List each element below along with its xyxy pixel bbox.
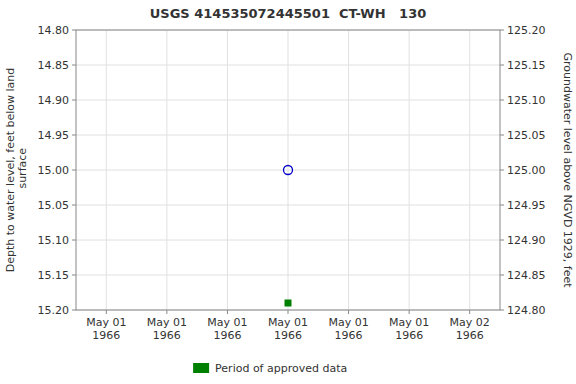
- tick-mark: [227, 310, 228, 314]
- tick-label: 125.00: [507, 164, 546, 177]
- tick-mark: [72, 240, 76, 241]
- tick-label: 124.95: [507, 199, 546, 212]
- tick-mark: [500, 205, 504, 206]
- tick-mark: [72, 30, 76, 31]
- y2-axis-label: Groundwater level above NGVD 1929, feet: [561, 52, 574, 288]
- tick-mark: [72, 205, 76, 206]
- tick-label: 15.15: [38, 269, 70, 282]
- legend: Period of approved data: [193, 362, 347, 375]
- tick-mark: [500, 240, 504, 241]
- grid-line: [409, 30, 410, 310]
- tick-label: 15.20: [38, 304, 70, 317]
- tick-mark: [72, 310, 76, 311]
- chart: 14.80 14.85 14.90 14.95 15.00 15.05 15.10 15.15…: [0, 0, 576, 384]
- tick-mark: [72, 100, 76, 101]
- tick-label: 125.10: [507, 94, 546, 107]
- tick-mark: [409, 310, 410, 314]
- tick-label: 125.15: [507, 59, 546, 72]
- tick-label: May 011966: [328, 316, 368, 342]
- grid-line: [348, 30, 349, 310]
- grid-line: [469, 30, 470, 310]
- tick-label: 15.10: [38, 234, 70, 247]
- tick-label: 15.05: [38, 199, 70, 212]
- tick-mark: [288, 310, 289, 314]
- tick-label: 124.90: [507, 234, 546, 247]
- tick-mark: [500, 310, 504, 311]
- tick-mark: [469, 310, 470, 314]
- grid-line: [288, 30, 289, 310]
- tick-label: 15.00: [38, 164, 70, 177]
- tick-mark: [72, 275, 76, 276]
- tick-label: May 021966: [450, 316, 490, 342]
- tick-label: 14.85: [38, 59, 70, 72]
- tick-label: 125.20: [507, 24, 546, 37]
- tick-mark: [500, 170, 504, 171]
- y-axis-label: Depth to water level, feet below land su…: [4, 68, 29, 273]
- tick-label: 14.80: [38, 24, 70, 37]
- tick-label: 124.80: [507, 304, 546, 317]
- square-point: [285, 300, 292, 307]
- plot-frame: [76, 30, 500, 310]
- tick-label: 124.85: [507, 269, 546, 282]
- tick-label: 125.05: [507, 129, 546, 142]
- grid-line: [106, 30, 107, 310]
- tick-mark: [500, 135, 504, 136]
- open-circle-point: [284, 166, 293, 175]
- tick-mark: [166, 310, 167, 314]
- tick-mark: [500, 275, 504, 276]
- tick-mark: [500, 65, 504, 66]
- tick-mark: [348, 310, 349, 314]
- tick-label: 14.95: [38, 129, 70, 142]
- legend-label: Period of approved data: [215, 362, 347, 375]
- tick-mark: [72, 65, 76, 66]
- tick-label: May 011966: [207, 316, 247, 342]
- title: USGS 414535072445501 CT-WH 130: [150, 6, 426, 21]
- tick-label: May 011966: [147, 316, 187, 342]
- tick-label: 14.90: [38, 94, 70, 107]
- tick-mark: [500, 30, 504, 31]
- tick-mark: [500, 100, 504, 101]
- grid-line: [166, 30, 167, 310]
- tick-mark: [72, 170, 76, 171]
- tick-label: May 011966: [268, 316, 308, 342]
- tick-mark: [72, 135, 76, 136]
- tick-label: May 011966: [389, 316, 429, 342]
- grid: [76, 30, 500, 310]
- marks: [284, 166, 293, 307]
- grid-line: [227, 30, 228, 310]
- tick-label: May 011966: [86, 316, 126, 342]
- legend-swatch: [193, 363, 209, 373]
- tick-mark: [106, 310, 107, 314]
